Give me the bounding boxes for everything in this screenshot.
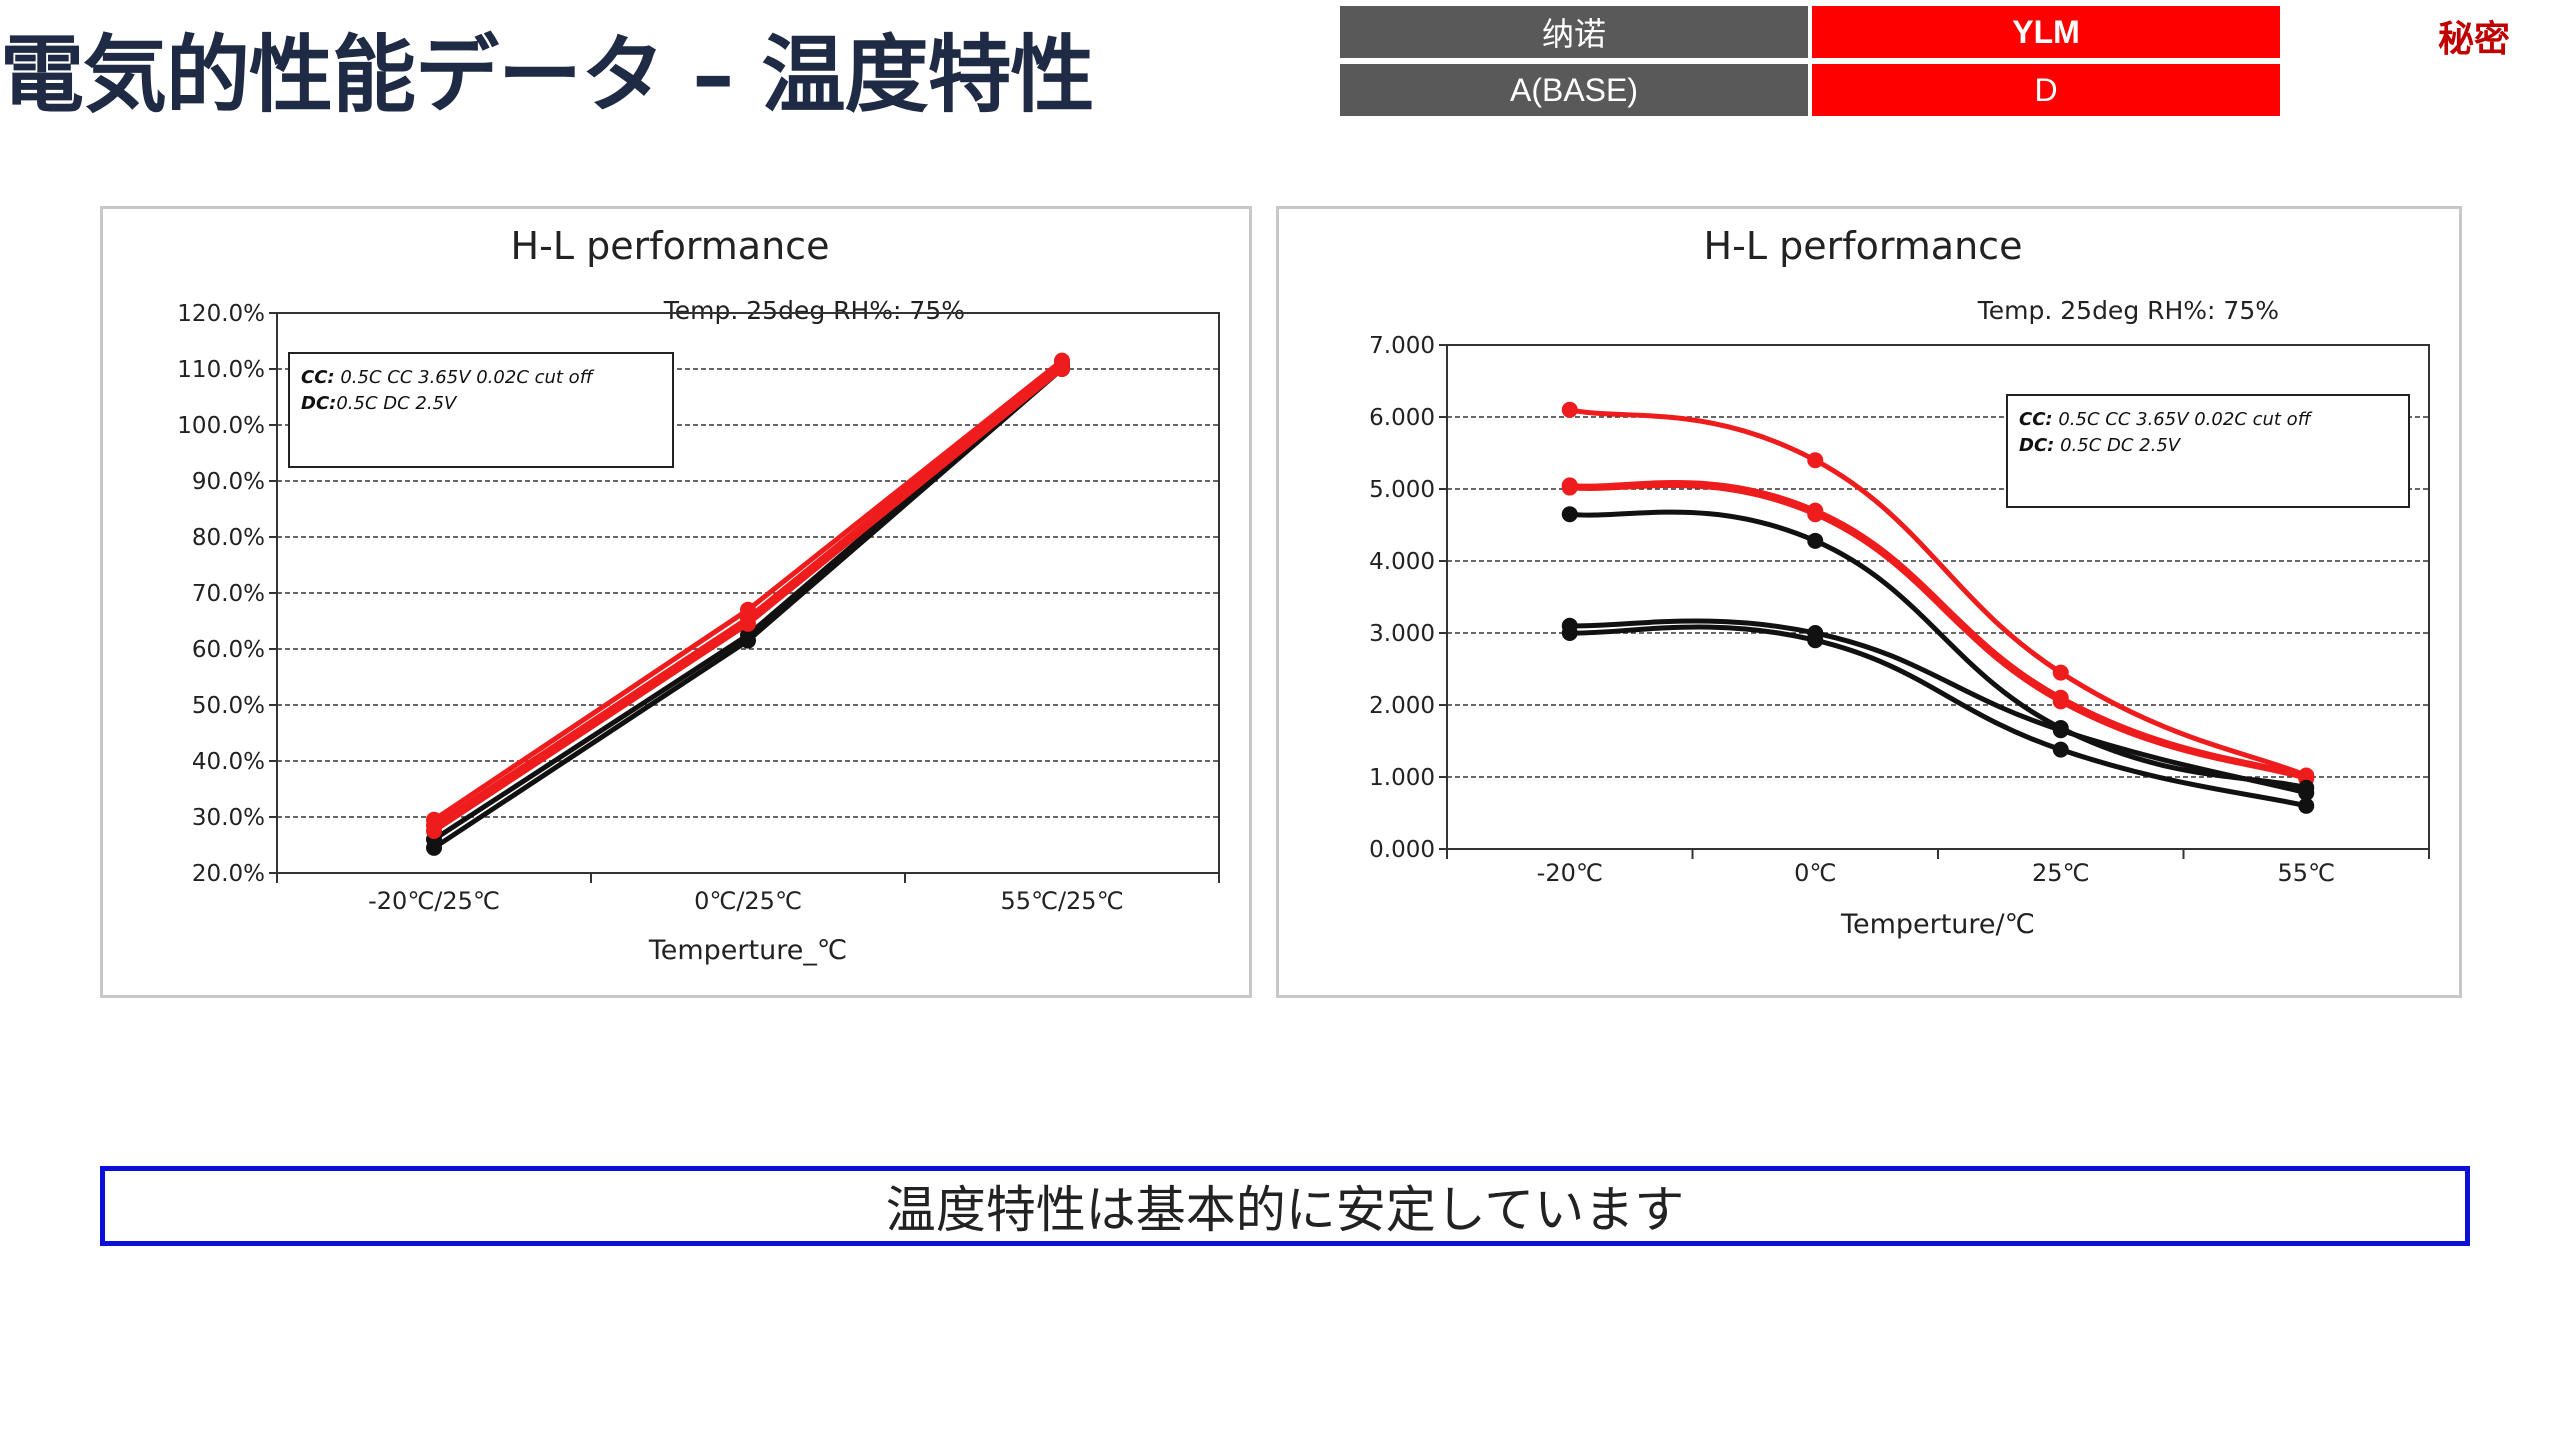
y-tick-label: 70.0% — [192, 581, 265, 607]
series-point — [1054, 352, 1070, 369]
x-tick-label: -20℃/25℃ — [368, 887, 500, 915]
series-point — [1561, 625, 1578, 641]
series-point — [1807, 452, 1824, 469]
series-point — [1561, 479, 1578, 496]
y-tick-label: 40.0% — [192, 749, 265, 775]
chart-title: H-L performance — [511, 224, 830, 268]
y-tick-label: 4.000 — [1369, 549, 1435, 575]
y-tick-label: 2.000 — [1369, 693, 1435, 719]
y-tick-label: 120.0% — [177, 301, 265, 327]
y-tick-label: 100.0% — [177, 413, 265, 439]
series-point — [2298, 784, 2315, 801]
x-tick-label: 55℃/25℃ — [1000, 887, 1123, 915]
chart-subtitle: Temp. 25deg RH%: 75% — [1977, 296, 2279, 325]
y-tick-label: 50.0% — [192, 693, 265, 719]
y-tick-label: 3.000 — [1369, 621, 1435, 647]
y-tick-label: 80.0% — [192, 525, 265, 551]
y-tick-label: 5.000 — [1369, 477, 1435, 503]
chart-right: H-L performance Temp. 25deg RH%: 75% 0.000… — [1369, 224, 2430, 940]
series-point — [2052, 722, 2069, 739]
x-tick-label: 25℃ — [2032, 859, 2090, 887]
y-tick-label: 20.0% — [192, 861, 265, 887]
series-point — [1807, 632, 1824, 649]
chart-right-panel: H-L performance Temp. 25deg RH%: 75% 0.000… — [1276, 206, 2462, 998]
series-point — [2298, 797, 2315, 814]
y-tick-label: 1.000 — [1369, 765, 1435, 791]
annotation-dc: DC:0.5C DC 2.5V — [301, 393, 458, 414]
conclusion-text: 温度特性は基本的に安定しています — [885, 1181, 1685, 1239]
header-cell-r2c2: D — [1812, 64, 2280, 116]
x-axis-label: Temperture/℃ — [1840, 909, 2035, 940]
y-tick-label: 7.000 — [1369, 333, 1435, 359]
series-point — [1807, 506, 1824, 523]
series-point — [1561, 401, 1578, 418]
series-point — [740, 627, 756, 643]
series-point — [426, 811, 442, 828]
header-cell-r1c1: 纳诺 — [1340, 6, 1808, 58]
series-point — [2052, 693, 2069, 710]
y-tick-label: 0.000 — [1369, 837, 1435, 863]
chart-left-panel: H-L performance Temp. 25deg RH%: 75% 20.0%… — [100, 206, 1252, 998]
series-line — [1569, 482, 2307, 781]
y-tick-label: 30.0% — [192, 805, 265, 831]
chart-left: H-L performance Temp. 25deg RH%: 75% 20.0%… — [177, 224, 1220, 966]
annotation-cc: CC: 0.5C CC 3.65V 0.02C cut off — [301, 367, 595, 388]
series-point — [1807, 532, 1824, 549]
x-tick-label: 55℃ — [2278, 859, 2336, 887]
series-point — [1561, 506, 1578, 523]
y-tick-label: 110.0% — [177, 357, 265, 383]
chart-title: H-L performance — [1704, 224, 2023, 268]
page-title: 電気的性能データ – 温度特性 — [0, 26, 1094, 124]
chart-subtitle: Temp. 25deg RH%: 75% — [663, 296, 965, 325]
series-point — [740, 601, 756, 618]
annotation-box — [288, 352, 674, 468]
x-tick-label: 0℃/25℃ — [694, 887, 802, 915]
annotation-box — [2006, 394, 2410, 508]
y-tick-label: 90.0% — [192, 469, 265, 495]
conclusion-box: 温度特性は基本的に安定しています — [100, 1166, 2470, 1246]
annotation-cc: CC: 0.5C CC 3.65V 0.02C cut off — [2019, 409, 2313, 430]
x-tick-label: -20℃ — [1537, 859, 1603, 887]
header-cell-r2c1: A(BASE) — [1340, 64, 1808, 116]
series-line — [1569, 618, 2307, 796]
series-point — [2052, 664, 2069, 681]
plot-area — [276, 312, 1220, 874]
x-tick-label: 0℃ — [1794, 859, 1836, 887]
y-tick-label: 60.0% — [192, 637, 265, 663]
series-line — [1569, 509, 2307, 791]
series-line — [1569, 624, 2307, 809]
y-tick-label: 6.000 — [1369, 405, 1435, 431]
series-line — [1569, 407, 2308, 778]
series-point — [2052, 741, 2069, 758]
annotation-dc: DC: 0.5C DC 2.5V — [2019, 435, 2182, 456]
x-axis-label: Temperture_℃ — [648, 935, 847, 966]
confidential-mark: 秘密 — [2437, 19, 2510, 60]
header-cell-r1c2: YLM — [1812, 6, 2280, 58]
